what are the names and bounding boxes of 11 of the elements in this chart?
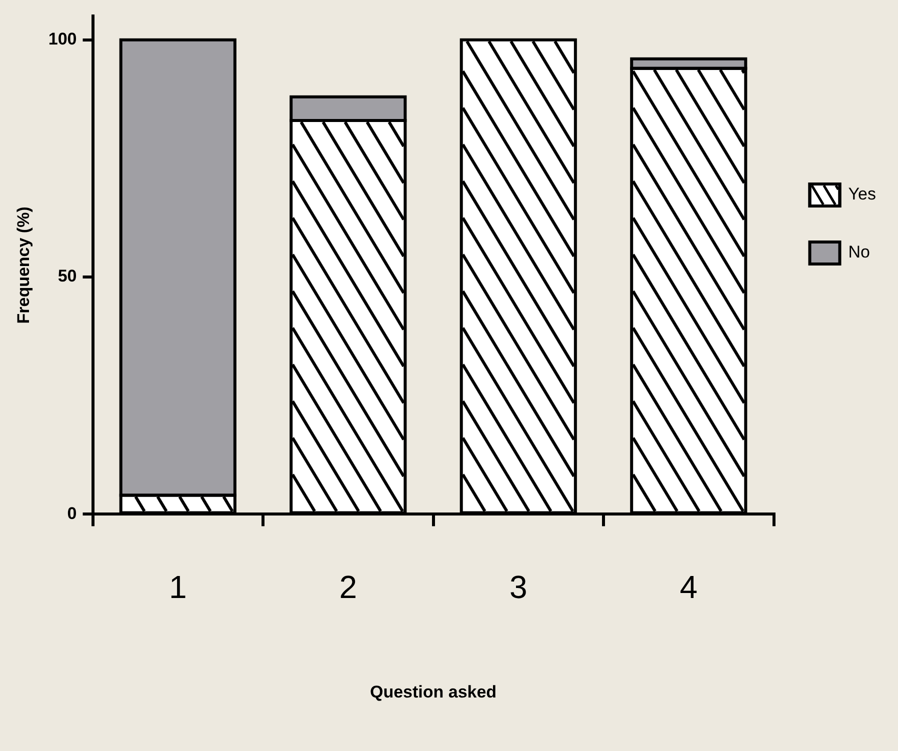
x-tick-label: 1	[168, 569, 187, 606]
legend-label: Yes	[848, 184, 876, 204]
legend-label: No	[848, 242, 870, 262]
y-tick-label: 0	[67, 504, 77, 523]
x-tick-label: 4	[680, 569, 698, 606]
y-tick-label: 100	[48, 30, 77, 49]
x-axis-title: Question asked	[370, 682, 497, 702]
y-axis-title: Frequency (%)	[14, 206, 33, 324]
x-tick-label: 3	[509, 569, 528, 606]
x-tick-label: 2	[339, 569, 358, 606]
y-tick-label: 50	[58, 266, 77, 286]
